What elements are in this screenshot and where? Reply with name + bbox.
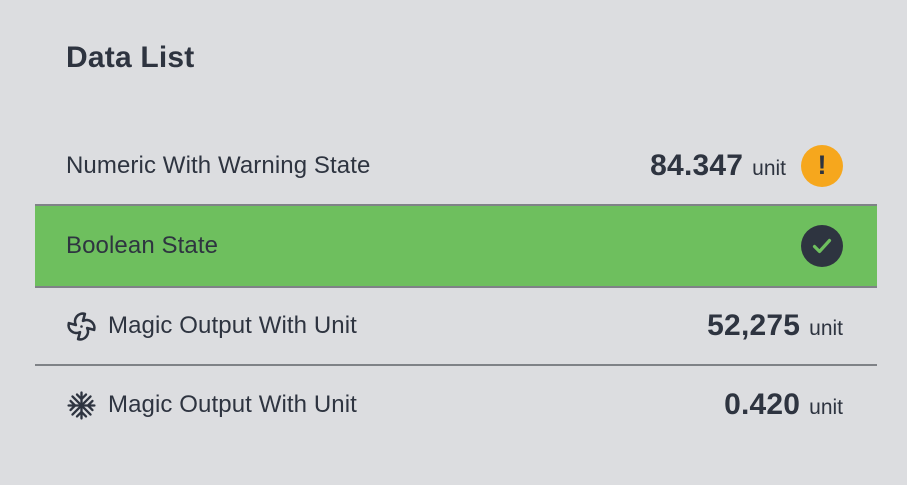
row-label: Numeric With Warning State <box>66 152 371 179</box>
page-title: Data List <box>66 41 195 74</box>
snowflake-icon <box>66 390 97 421</box>
row-label: Boolean State <box>66 232 219 259</box>
row-value: 84.347 <box>650 149 744 182</box>
row-value: 0.420 <box>724 388 801 421</box>
row-unit: unit <box>752 157 786 180</box>
row-label: Magic Output With Unit <box>108 312 357 339</box>
row-value: 52,275 <box>707 309 801 342</box>
row-numeric-warning-state[interactable]: Numeric With Warning State 84.347 unit ! <box>35 128 877 206</box>
row-unit: unit <box>809 396 843 419</box>
row-boolean-state[interactable]: Boolean State <box>35 206 877 288</box>
row-unit: unit <box>809 317 843 340</box>
check-icon <box>801 225 843 267</box>
data-list: Numeric With Warning State 84.347 unit !… <box>35 128 877 444</box>
row-value-group: 0.420 unit <box>724 388 843 422</box>
fan-icon <box>66 311 97 342</box>
warning-icon: ! <box>801 145 843 187</box>
row-magic-output-snowflake[interactable]: Magic Output With Unit 0.420 unit <box>35 366 877 444</box>
row-value-group: 52,275 unit <box>707 309 843 343</box>
row-label: Magic Output With Unit <box>108 391 357 418</box>
row-value-group: 84.347 unit <box>650 149 786 183</box>
row-magic-output-fan[interactable]: Magic Output With Unit 52,275 unit <box>35 288 877 366</box>
